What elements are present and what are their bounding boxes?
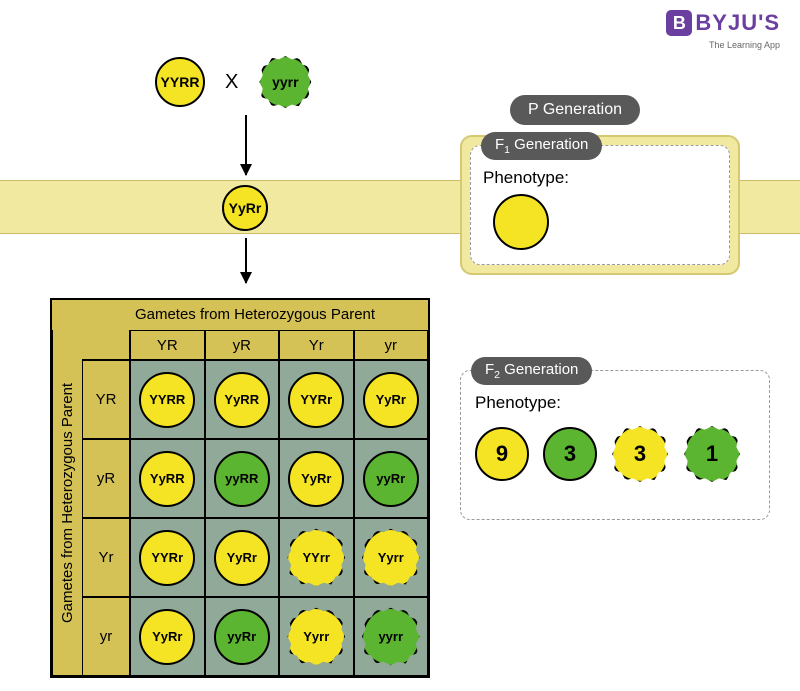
punnett-col-header: YR [130, 330, 205, 360]
genotype-pea: YyRr [288, 451, 344, 507]
punnett-row-header: Yr [82, 518, 130, 597]
parent-1-pea: YYRR [155, 57, 205, 107]
f1-generation-box: F1 Generation Phenotype: [460, 135, 740, 275]
punnett-col-header: yR [205, 330, 280, 360]
punnett-cell: yyRr [205, 597, 280, 676]
arrow-icon [245, 238, 247, 283]
punnett-square: Gametes from Heterozygous Parent Gametes… [50, 298, 430, 678]
f2-generation-badge: F2 Generation [471, 357, 592, 385]
f2-phenotype-label: Phenotype: [475, 393, 755, 413]
f2-ratio-row: 9331 [475, 425, 755, 483]
genotype-pea: YyRR [139, 451, 195, 507]
genotype-pea: YYRr [139, 530, 195, 586]
punnett-cell: Yyrr [279, 597, 354, 676]
punnett-cell: yyrr [354, 597, 429, 676]
f1-phenotype-label: Phenotype: [483, 168, 717, 188]
genotype-pea: yyRr [214, 609, 270, 665]
f2-generation-box: F2 Generation Phenotype: 9331 [460, 370, 770, 520]
punnett-title-top: Gametes from Heterozygous Parent [52, 300, 428, 325]
punnett-cell: YyRr [205, 518, 280, 597]
punnett-cell: YyRR [130, 439, 205, 518]
punnett-row-header: YR [82, 360, 130, 439]
logo-badge-icon: B [666, 10, 692, 36]
p-generation-badge: P Generation [510, 95, 640, 125]
punnett-row-header: yR [82, 439, 130, 518]
logo-text: BYJU'S [695, 10, 780, 36]
genotype-pea: YYRr [288, 372, 344, 428]
f1-pea: YyRr [222, 185, 268, 231]
genotype-pea: YYRR [139, 372, 195, 428]
cross-symbol: X [225, 71, 238, 94]
genotype-pea: YyRr [363, 372, 419, 428]
f2-ratio-pea: 9 [475, 427, 529, 481]
punnett-cell: YyRr [130, 597, 205, 676]
punnett-cell: YYRR [130, 360, 205, 439]
genotype-pea: YyRR [214, 372, 270, 428]
f2-ratio-pea: 3 [543, 427, 597, 481]
parent-cross: YYRR X yyrr [155, 55, 312, 109]
punnett-cell: YyRR [205, 360, 280, 439]
f1-phenotype-pea [493, 194, 717, 250]
punnett-title-left: Gametes from Heterozygous Parent [52, 330, 82, 676]
f2-ratio-pea: 1 [683, 425, 741, 483]
f2-ratio-pea: 3 [611, 425, 669, 483]
genotype-pea: yyRR [214, 451, 270, 507]
punnett-cell: YyRr [354, 360, 429, 439]
punnett-cell: yyRr [354, 439, 429, 518]
logo-subtitle: The Learning App [709, 40, 780, 50]
punnett-cell: Yyrr [354, 518, 429, 597]
byjus-logo: B BYJU'S The Learning App [666, 10, 780, 36]
genotype-pea: YyRr [214, 530, 270, 586]
genotype-pea: yyRr [363, 451, 419, 507]
genotype-pea: Yyrr [361, 528, 421, 588]
genotype-pea: YyRr [139, 609, 195, 665]
genotype-pea: yyrr [361, 607, 421, 667]
punnett-cell: yyRR [205, 439, 280, 518]
punnett-cell: YYrr [279, 518, 354, 597]
punnett-cell: YYRr [130, 518, 205, 597]
arrow-icon [245, 115, 247, 175]
punnett-col-header: Yr [279, 330, 354, 360]
punnett-cell: YYRr [279, 360, 354, 439]
punnett-col-header: yr [354, 330, 429, 360]
punnett-cell: YyRr [279, 439, 354, 518]
f1-generation-badge: F1 Generation [481, 132, 602, 160]
parent-2-pea: yyrr [258, 55, 312, 109]
genotype-pea: Yyrr [286, 607, 346, 667]
genotype-pea: YYrr [286, 528, 346, 588]
punnett-row-header: yr [82, 597, 130, 676]
